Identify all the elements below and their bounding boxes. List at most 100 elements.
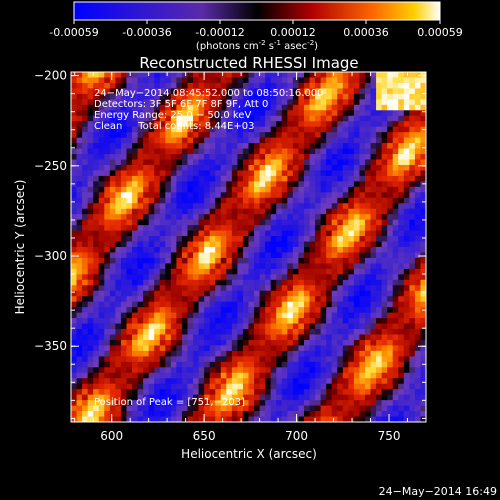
heatmap-cell bbox=[209, 137, 216, 144]
heatmap-cell bbox=[82, 203, 89, 210]
heatmap-cell bbox=[342, 148, 349, 155]
heatmap-cell bbox=[187, 411, 194, 417]
heatmap-cell bbox=[176, 372, 183, 379]
heatmap-cell bbox=[87, 88, 94, 95]
heatmap-cell bbox=[148, 263, 155, 270]
heatmap-cell bbox=[398, 77, 405, 84]
heatmap-cell bbox=[71, 82, 77, 89]
heatmap-cell bbox=[170, 279, 177, 286]
heatmap-cell bbox=[148, 241, 155, 248]
heatmap-cell bbox=[364, 148, 371, 155]
heatmap-cell bbox=[220, 241, 227, 248]
heatmap-cell bbox=[359, 367, 366, 374]
heatmap-cell bbox=[109, 361, 116, 368]
heatmap-cell bbox=[309, 334, 316, 341]
heatmap-cell bbox=[98, 143, 105, 149]
heatmap-cell bbox=[276, 77, 283, 84]
heatmap-cell bbox=[326, 279, 333, 286]
heatmap-cell bbox=[381, 345, 388, 352]
heatmap-cell bbox=[76, 104, 83, 111]
heatmap-cell bbox=[414, 203, 421, 210]
heatmap-cell bbox=[137, 394, 144, 401]
heatmap-cell bbox=[104, 132, 111, 139]
heatmap-cell bbox=[242, 230, 249, 237]
heatmap-cell bbox=[320, 274, 327, 281]
heatmap-cell bbox=[170, 394, 177, 401]
heatmap-cell bbox=[181, 378, 188, 385]
heatmap-cell bbox=[137, 323, 144, 330]
heatmap-cell bbox=[215, 82, 222, 89]
heatmap-cell bbox=[270, 208, 277, 215]
heatmap-cell bbox=[115, 93, 122, 100]
heatmap-cell bbox=[270, 389, 277, 396]
heatmap-cell bbox=[143, 274, 150, 281]
heatmap-cell bbox=[315, 164, 322, 171]
colorbar-tick-label: -0.00059 bbox=[49, 26, 98, 39]
heatmap-cell bbox=[376, 296, 383, 303]
heatmap-cell bbox=[376, 192, 383, 199]
heatmap-cell bbox=[359, 257, 366, 264]
heatmap-cell bbox=[71, 192, 77, 199]
heatmap-cell bbox=[265, 383, 272, 390]
heatmap-cell bbox=[120, 367, 127, 374]
heatmap-cell bbox=[193, 88, 199, 95]
heatmap-cell bbox=[254, 99, 260, 106]
heatmap-cell bbox=[181, 197, 188, 204]
heatmap-cell bbox=[381, 372, 388, 379]
heatmap-cell bbox=[159, 170, 166, 177]
heatmap-cell bbox=[181, 170, 188, 177]
heatmap-cell bbox=[309, 143, 316, 149]
heatmap-cell bbox=[198, 175, 205, 182]
heatmap-cell bbox=[420, 93, 426, 100]
heatmap-cell bbox=[392, 323, 399, 330]
heatmap-cell bbox=[348, 274, 355, 281]
heatmap-cell bbox=[292, 241, 299, 248]
heatmap-cell bbox=[220, 367, 227, 374]
heatmap-cell bbox=[298, 143, 305, 149]
heatmap-image bbox=[71, 72, 426, 422]
heatmap-cell bbox=[364, 301, 371, 308]
heatmap-cell bbox=[82, 115, 89, 122]
heatmap-cell bbox=[254, 301, 260, 308]
heatmap-cell bbox=[259, 285, 266, 292]
heatmap-cell bbox=[315, 214, 322, 221]
heatmap-cell bbox=[198, 263, 205, 270]
heatmap-cell bbox=[209, 411, 216, 417]
heatmap-cell bbox=[276, 367, 283, 374]
heatmap-cell bbox=[342, 389, 349, 396]
heatmap-cell bbox=[120, 318, 127, 324]
heatmap-cell bbox=[381, 154, 388, 160]
heatmap-cell bbox=[132, 77, 138, 84]
heatmap-cell bbox=[270, 143, 277, 149]
heatmap-cell bbox=[231, 367, 238, 374]
heatmap-cell bbox=[226, 197, 233, 204]
heatmap-cell bbox=[342, 361, 349, 368]
heatmap-cell bbox=[403, 411, 410, 417]
heatmap-cell bbox=[159, 214, 166, 221]
heatmap-cell bbox=[376, 219, 383, 226]
heatmap-cell bbox=[353, 334, 360, 341]
heatmap-cell bbox=[392, 192, 399, 199]
heatmap-cell bbox=[132, 214, 138, 221]
heatmap-cell bbox=[392, 208, 399, 215]
heatmap-cell bbox=[137, 400, 144, 406]
heatmap-cell bbox=[270, 318, 277, 324]
heatmap-cell bbox=[370, 143, 377, 149]
heatmap-cell bbox=[154, 115, 161, 122]
heatmap-cell bbox=[364, 214, 371, 221]
heatmap-cell bbox=[370, 93, 377, 100]
heatmap-cell bbox=[148, 236, 155, 242]
heatmap-cell bbox=[159, 110, 166, 117]
heatmap-cell bbox=[353, 99, 360, 106]
heatmap-cell bbox=[237, 367, 244, 374]
heatmap-cell bbox=[204, 296, 211, 303]
heatmap-cell bbox=[159, 378, 166, 385]
heatmap-cell bbox=[298, 411, 305, 417]
heatmap-cell bbox=[109, 263, 116, 270]
heatmap-cell bbox=[259, 389, 266, 396]
heatmap-cell bbox=[115, 126, 122, 133]
heatmap-cell bbox=[87, 263, 94, 270]
heatmap-cell bbox=[198, 274, 205, 281]
heatmap-cell bbox=[337, 121, 344, 128]
heatmap-cell bbox=[143, 350, 150, 357]
